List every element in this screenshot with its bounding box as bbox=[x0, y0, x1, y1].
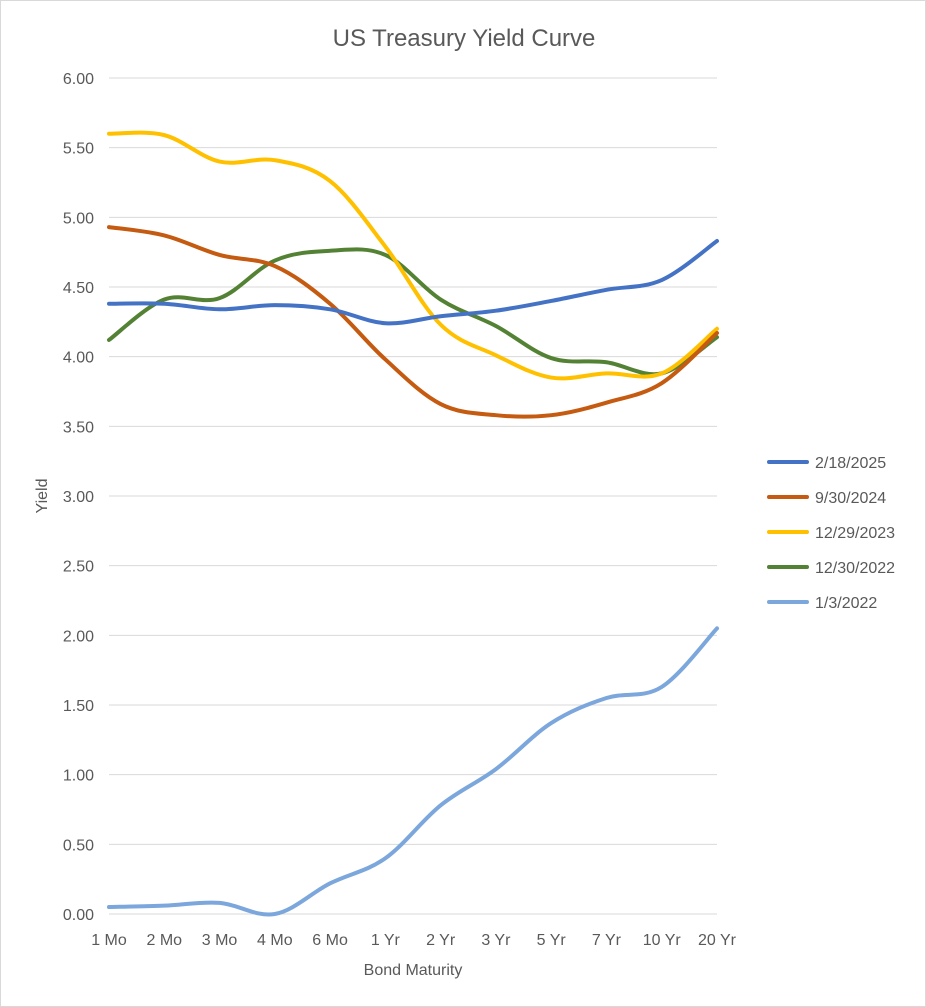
x-axis-title: Bond Maturity bbox=[364, 962, 463, 979]
x-tick-label: 3 Yr bbox=[481, 932, 511, 949]
series-line bbox=[107, 247, 719, 377]
x-axis-tick-labels: 1 Mo 2 Mo 3 Mo 4 Mo 6 Mo 1 Yr 2 Yr 3 Yr 5 Yr 7 Yr… bbox=[91, 932, 736, 949]
y-tick-label: 2.50 bbox=[63, 559, 94, 576]
x-tick-label: 6 Mo bbox=[312, 932, 348, 949]
y-tick-label: 4.00 bbox=[63, 350, 94, 367]
x-tick-label: 3 Mo bbox=[202, 932, 238, 949]
y-tick-label: 0.50 bbox=[63, 837, 94, 854]
y-axis-title: Yield bbox=[34, 479, 51, 514]
series-line bbox=[107, 225, 719, 419]
y-tick-label: 5.50 bbox=[63, 141, 94, 158]
legend: 2/18/2025 9/30/2024 12/29/2023 12/30/2022 1/… bbox=[767, 455, 895, 612]
x-tick-label: 5 Yr bbox=[537, 932, 567, 949]
y-axis-tick-labels: 0.00 0.50 1.00 1.50 2.00 2.50 3.00 3.50 4.00 4.50… bbox=[63, 71, 94, 924]
legend-label: 12/30/2022 bbox=[815, 560, 895, 577]
y-tick-label: 3.00 bbox=[63, 489, 94, 506]
legend-label: 12/29/2023 bbox=[815, 525, 895, 542]
y-tick-label: 4.50 bbox=[63, 280, 94, 297]
x-tick-label: 7 Yr bbox=[592, 932, 622, 949]
y-tick-label: 2.00 bbox=[63, 628, 94, 645]
x-tick-label: 2 Mo bbox=[146, 932, 182, 949]
series-line bbox=[107, 239, 719, 326]
x-tick-label: 1 Mo bbox=[91, 932, 127, 949]
x-tick-label: 4 Mo bbox=[257, 932, 293, 949]
legend-label: 9/30/2024 bbox=[815, 490, 886, 507]
x-tick-label: 20 Yr bbox=[698, 932, 737, 949]
series-line bbox=[107, 130, 719, 381]
legend-label: 2/18/2025 bbox=[815, 455, 886, 472]
x-tick-label: 1 Yr bbox=[371, 932, 401, 949]
legend-label: 1/3/2022 bbox=[815, 595, 877, 612]
x-tick-label: 10 Yr bbox=[643, 932, 682, 949]
series-lines bbox=[107, 130, 719, 917]
y-tick-label: 1.50 bbox=[63, 698, 94, 715]
y-tick-label: 0.00 bbox=[63, 907, 94, 924]
y-tick-label: 5.00 bbox=[63, 210, 94, 227]
chart-title: US Treasury Yield Curve bbox=[333, 25, 596, 52]
y-tick-label: 3.50 bbox=[63, 419, 94, 436]
series-line bbox=[107, 626, 719, 917]
x-tick-label: 2 Yr bbox=[426, 932, 456, 949]
y-tick-label: 6.00 bbox=[63, 71, 94, 88]
y-tick-label: 1.00 bbox=[63, 768, 94, 785]
gridlines bbox=[109, 77, 717, 915]
